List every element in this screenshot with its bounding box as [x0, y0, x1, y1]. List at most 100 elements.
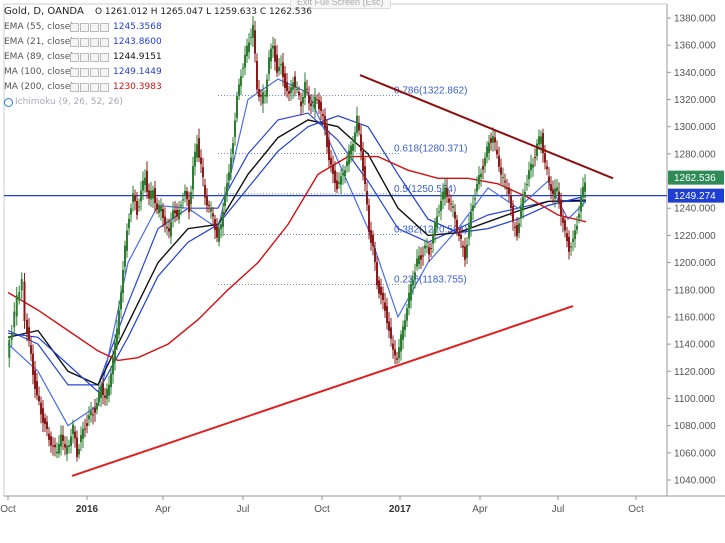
hide-icon[interactable]	[80, 38, 89, 47]
close-icon[interactable]	[90, 23, 99, 32]
indicator-controls[interactable]	[70, 68, 109, 77]
indicator-label: MA (100, close)	[4, 67, 74, 77]
indicator-value: 1244.9151	[113, 52, 162, 62]
candle-body	[486, 146, 488, 158]
candle-body	[182, 199, 184, 201]
horizontal-line-label: 1249.274	[674, 191, 716, 202]
candle-body	[502, 177, 504, 179]
candle-body	[166, 226, 168, 229]
candle-body	[538, 136, 540, 145]
candle-body	[344, 170, 346, 177]
candle-body	[374, 248, 376, 262]
candle-body	[148, 190, 150, 199]
candle-body	[162, 209, 164, 218]
candle-body	[122, 269, 124, 294]
candle-body	[18, 291, 21, 301]
y-tick-label: 1140.000	[674, 340, 715, 351]
close-icon[interactable]	[90, 83, 99, 92]
candle-body	[286, 81, 288, 92]
indicator-row[interactable]: Ichimoku (9, 26, 52, 26)	[4, 95, 312, 110]
candle-body	[380, 286, 382, 296]
candle-body	[390, 327, 392, 339]
candle-body	[178, 209, 180, 220]
moving-average-line	[7, 155, 587, 362]
resistance-trendline[interactable]	[359, 74, 614, 180]
indicator-controls[interactable]	[70, 53, 109, 62]
indicator-row[interactable]: EMA (89, close) 1244.9151	[4, 50, 312, 65]
candle-body	[222, 211, 224, 227]
candle-body	[220, 224, 222, 230]
indicator-label: EMA (55, close)	[4, 22, 74, 32]
candle-body	[264, 95, 266, 97]
moving-average-line	[7, 119, 587, 386]
horizontal-line-tag	[668, 188, 724, 203]
settings-icon[interactable]	[70, 53, 79, 62]
candle-body	[296, 88, 298, 90]
close-icon[interactable]	[90, 38, 99, 47]
candle-body	[184, 190, 186, 195]
more-icon[interactable]	[100, 38, 109, 47]
candle-body	[530, 163, 532, 171]
candle-body	[150, 190, 152, 200]
indicator-row[interactable]: EMA (55, close) 1245.3568	[4, 20, 312, 35]
candle-body	[144, 177, 146, 186]
indicator-row[interactable]: EMA (21, close) 1243.8600	[4, 35, 312, 50]
candle-body	[430, 248, 432, 250]
settings-icon[interactable]	[70, 68, 79, 77]
candle-body	[434, 222, 436, 235]
candle-body	[172, 210, 174, 219]
candle-body	[15, 295, 18, 317]
candle-body	[446, 188, 448, 197]
close-icon[interactable]	[90, 68, 99, 77]
candle-body	[242, 67, 244, 69]
settings-icon[interactable]	[70, 23, 79, 32]
candle-body	[42, 408, 44, 423]
indicator-row[interactable]: MA (200, close) 1230.3983	[4, 80, 312, 95]
more-icon[interactable]	[100, 53, 109, 62]
candle-body	[324, 115, 326, 129]
hide-icon[interactable]	[80, 53, 89, 62]
candle-body	[428, 247, 430, 255]
settings-icon[interactable]	[70, 38, 79, 47]
candle-body	[26, 319, 28, 334]
candle-body	[542, 133, 544, 154]
indicator-controls[interactable]	[70, 38, 109, 47]
candle-body	[426, 246, 428, 248]
indicator-row[interactable]: MA (100, close) 1249.1449	[4, 65, 312, 80]
candle-body	[472, 205, 474, 211]
candle-body	[462, 245, 464, 248]
more-icon[interactable]	[100, 83, 109, 92]
candle-body	[240, 76, 242, 86]
indicator-controls[interactable]	[70, 83, 109, 92]
candle-body	[216, 226, 218, 238]
candle-body	[386, 306, 388, 324]
hide-icon[interactable]	[80, 83, 89, 92]
candle-body	[442, 191, 444, 200]
candle-body	[306, 88, 308, 90]
y-tick-label: 1040.000	[674, 476, 716, 487]
more-icon[interactable]	[100, 68, 109, 77]
candle-body	[88, 415, 90, 420]
eye-icon[interactable]	[4, 98, 13, 107]
candle-body	[458, 232, 460, 237]
x-tick-label: Jul	[237, 504, 250, 515]
candle-body	[282, 62, 284, 77]
fib-level-label: 0.236(1183.755)	[394, 275, 467, 286]
settings-icon[interactable]	[70, 83, 79, 92]
y-tick-label: 1160.000	[674, 312, 715, 323]
close-icon[interactable]	[90, 53, 99, 62]
more-icon[interactable]	[100, 23, 109, 32]
exit-fullscreen-button[interactable]: Exit Full Screen (Esc)	[290, 0, 391, 9]
candle-body	[384, 302, 386, 311]
candle-body	[114, 342, 116, 362]
indicator-controls[interactable]	[70, 23, 109, 32]
hide-icon[interactable]	[80, 68, 89, 77]
indicator-label: Ichimoku (9, 26, 52, 26)	[15, 97, 123, 107]
indicator-value: 1249.1449	[113, 67, 162, 77]
support-trendline[interactable]	[71, 305, 574, 477]
candle-body	[52, 445, 54, 447]
hide-icon[interactable]	[80, 23, 89, 32]
candle-body	[540, 136, 542, 144]
candle-body	[218, 228, 220, 242]
